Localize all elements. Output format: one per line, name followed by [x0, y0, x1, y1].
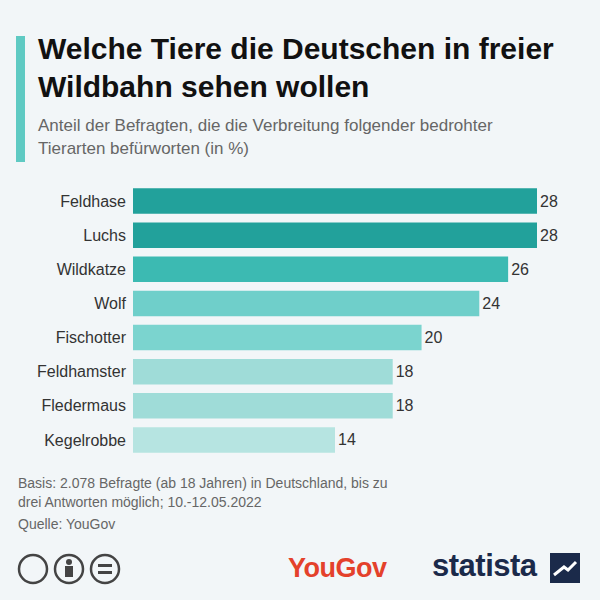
svg-text:14: 14	[338, 431, 356, 448]
svg-text:Luchs: Luchs	[83, 227, 126, 244]
svg-text:20: 20	[425, 329, 443, 346]
svg-text:18: 18	[396, 397, 414, 414]
svg-text:28: 28	[540, 227, 558, 244]
svg-text:Feldhamster: Feldhamster	[37, 363, 127, 380]
html-text:Anteil der Befragten, die die: Anteil der Befragten, die die Verbreitun…	[38, 116, 493, 158]
svg-text:Feldhase: Feldhase	[60, 193, 126, 210]
svg-text:Fledermaus: Fledermaus	[42, 397, 126, 414]
svg-text:18: 18	[396, 363, 414, 380]
svg-text:24: 24	[482, 295, 500, 312]
svg-text:26: 26	[511, 261, 529, 278]
html-text:statista: statista	[432, 548, 537, 583]
svg-text:Fischotter: Fischotter	[56, 329, 127, 346]
html-text:YouGov: YouGov	[288, 553, 387, 583]
html-text:Quelle: YouGov: Quelle: YouGov	[18, 516, 116, 532]
svg-text:28: 28	[540, 193, 558, 210]
html-text:Basis: 2.078 Befragte (ab 18 J: Basis: 2.078 Befragte (ab 18 Jahren) in …	[18, 475, 388, 510]
html-text:Welche Tiere die Deutschen in: Welche Tiere die Deutschen in freier Wil…	[38, 32, 554, 103]
svg-text:Wildkatze: Wildkatze	[57, 261, 126, 278]
svg-text:Wolf: Wolf	[94, 295, 126, 312]
svg-text:Kegelrobbe: Kegelrobbe	[44, 432, 126, 449]
